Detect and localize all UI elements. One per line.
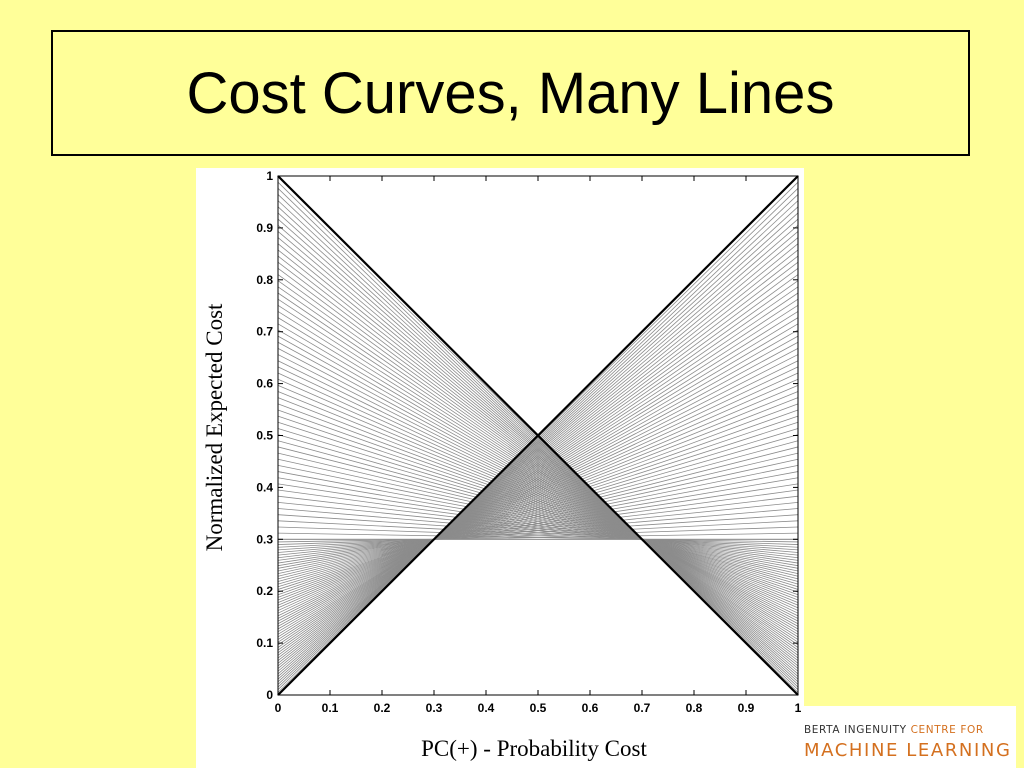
cost-line-b-52 (277, 218, 799, 677)
cost-line-b-14 (277, 452, 799, 577)
slide-title: Cost Curves, Many Lines (186, 60, 835, 126)
y-tick-label: 0.3 (256, 532, 273, 546)
cost-line-b-1 (277, 532, 799, 543)
y-tick-label: 0.9 (256, 221, 273, 235)
x-axis-ticks: 0 0.1 0.2 0.3 0.4 0.5 0.6 0.7 0.8 0.9 1 (275, 176, 802, 715)
y-tick-label: 0.7 (256, 325, 273, 339)
x-tick-label: 0.1 (322, 701, 339, 715)
cost-line-b-29 (277, 360, 799, 617)
cost-line-b-8 (277, 489, 799, 561)
cost-line-b-41 (277, 286, 799, 648)
cost-line-b-22 (277, 403, 799, 598)
cost-line-b-3 (277, 520, 799, 548)
cost-line-b-5 (277, 508, 799, 553)
cost-line-b-23 (277, 397, 799, 601)
x-tick-label: 0.6 (582, 701, 599, 715)
y-tick-label: 1 (266, 169, 273, 183)
logo-line-1: BERTA INGENUITY CENTRE FOR (804, 724, 984, 736)
cost-line-b-32 (277, 341, 799, 625)
cost-line-b-33 (277, 335, 799, 627)
y-tick-label: 0.2 (256, 584, 273, 598)
logo-line-1-main: BERTA INGENUITY (804, 724, 911, 736)
cost-line-b-37 (277, 311, 799, 638)
cost-line-b-12 (277, 465, 799, 572)
cost-line-b-50 (277, 231, 799, 672)
cost-line-b-24 (277, 391, 799, 604)
x-axis-label: PC(+) - Probability Cost (421, 736, 647, 761)
cost-line-b-6 (277, 501, 799, 556)
cost-line-b-35 (277, 323, 799, 633)
y-tick-label: 0.5 (256, 429, 273, 443)
cost-line-b-40 (277, 292, 799, 646)
y-tick-label: 0.8 (256, 273, 273, 287)
title-box: Cost Curves, Many Lines (51, 30, 970, 156)
cost-line-b-21 (277, 409, 799, 596)
x-tick-label: 0.8 (686, 701, 703, 715)
x-tick-label: 0.7 (634, 701, 651, 715)
cost-line-b-36 (277, 317, 799, 635)
cost-line-b-18 (277, 428, 799, 588)
y-tick-label: 0.4 (256, 480, 273, 494)
cost-line-b-11 (277, 471, 799, 569)
cost-line-b-55 (277, 200, 799, 685)
cost-line-b-15 (277, 446, 799, 580)
logo-line-1-accent: CENTRE FOR (910, 724, 984, 736)
cost-line-b-7 (277, 495, 799, 559)
cost-line-b-31 (277, 348, 799, 622)
cost-line-b-26 (277, 378, 799, 609)
cost-line-b-43 (277, 274, 799, 654)
cost-line-b-44 (277, 268, 799, 656)
trivial-lines-group (277, 175, 799, 696)
trivial-line-1 (277, 175, 799, 696)
cost-line-b-53 (277, 212, 799, 680)
cost-line-b-9 (277, 483, 799, 564)
cost-line-b-38 (277, 304, 799, 640)
cost-line-b-4 (277, 514, 799, 551)
cost-line-b-46 (277, 255, 799, 662)
cost-line-b-19 (277, 421, 799, 590)
cost-line-b-28 (277, 366, 799, 614)
cost-line-b-27 (277, 372, 799, 611)
cost-line-b-34 (277, 329, 799, 630)
cost-line-b-51 (277, 224, 799, 675)
cost-line-b-39 (277, 298, 799, 643)
y-tick-label: 0 (266, 688, 273, 702)
y-axis-label: Normalized Expected Cost (202, 303, 227, 551)
x-tick-label: 0.9 (738, 701, 755, 715)
cost-line-b-20 (277, 415, 799, 593)
x-tick-label: 0.5 (530, 701, 547, 715)
y-tick-label: 0.1 (256, 636, 273, 650)
cost-line-b-16 (277, 440, 799, 582)
cost-line-b-30 (277, 354, 799, 619)
cost-line-b-49 (277, 237, 799, 669)
cost-line-b-17 (277, 434, 799, 585)
x-tick-label: 0.2 (374, 701, 391, 715)
cost-curve-figure: 0 0.1 0.2 0.3 0.4 0.5 0.6 0.7 0.8 0.9 1 0 0.1 0.2 0.3… (196, 168, 804, 768)
x-tick-label: 1 (795, 701, 802, 715)
cost-line-b-45 (277, 261, 799, 659)
x-tick-label: 0.3 (426, 701, 443, 715)
amii-logo: BERTA INGENUITY CENTRE FOR MACHINE LEARN… (804, 706, 1016, 768)
cost-line-b-56 (277, 194, 799, 688)
cost-line-b-47 (277, 249, 799, 664)
cost-line-b-54 (277, 206, 799, 683)
x-tick-label: 0.4 (478, 701, 495, 715)
x-tick-label: 0 (275, 701, 282, 715)
cost-line-b-57 (277, 188, 799, 691)
cost-curve-chart: 0 0.1 0.2 0.3 0.4 0.5 0.6 0.7 0.8 0.9 1 0 0.1 0.2 0.3… (202, 169, 802, 761)
cost-line-b-42 (277, 280, 799, 651)
cost-line-b-25 (277, 384, 799, 606)
cost-line-b-13 (277, 458, 799, 574)
cost-line-b-48 (277, 243, 799, 667)
y-axis-ticks: 0 0.1 0.2 0.3 0.4 0.5 0.6 0.7 0.8 0.9 1 (256, 169, 798, 702)
y-tick-label: 0.6 (256, 377, 273, 391)
cost-line-b-10 (277, 477, 799, 567)
logo-line-2: MACHINE LEARNING (804, 740, 1012, 761)
cost-line-b-2 (277, 526, 799, 545)
